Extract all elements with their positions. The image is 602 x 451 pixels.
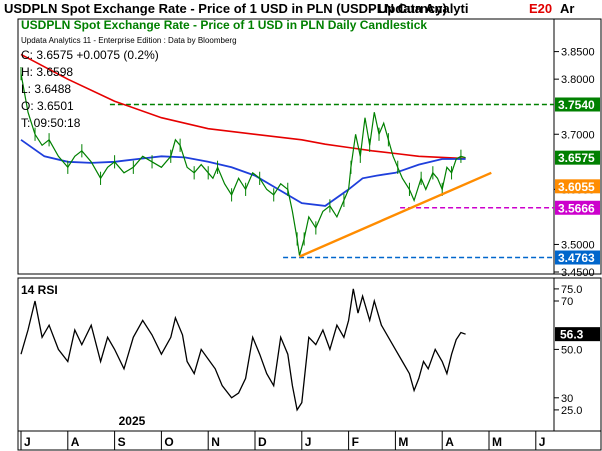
chart-subtitle: Updata Analytics 11 - Enterprise Edition… [21, 36, 237, 45]
rsi-tick-label: 30 [561, 393, 573, 405]
title-red-fragment: E20 [529, 1, 553, 16]
rsi-current-label: 56.3 [560, 328, 584, 342]
month-label: M [492, 435, 502, 449]
axes: 3.85003.80003.70003.60003.50003.45003.75… [20, 47, 600, 450]
level-label: 3.6575 [558, 151, 595, 165]
level-label-box [555, 179, 600, 194]
level-label: 3.7540 [558, 98, 595, 112]
rsi-plot [20, 288, 466, 412]
year-label: 2025 [119, 414, 146, 428]
title-right-fragment: Ar [560, 1, 575, 16]
month-label: M [398, 435, 408, 449]
price-tick-label: 3.5000 [561, 239, 595, 251]
month-label: J [539, 435, 546, 449]
title-bar: USDPLN Spot Exchange Rate - Price of 1 U… [0, 0, 602, 19]
month-label: A [445, 435, 454, 449]
price-tick-label: 3.8500 [561, 47, 595, 59]
level-label: 3.5666 [558, 201, 595, 215]
support-trendline [299, 171, 492, 258]
level-label-box [555, 150, 600, 165]
ohlc-open: O: 3.6501 [21, 99, 74, 113]
ma-50-line [20, 139, 466, 207]
month-label: O [164, 435, 173, 449]
price-line [20, 73, 466, 256]
price-plot [20, 53, 554, 259]
level-label: 3.4763 [558, 251, 595, 265]
ohlc-high: H: 3.6598 [21, 65, 74, 79]
month-label: A [71, 435, 80, 449]
chart-title: USDPLN Spot Exchange Rate - Price of 1 U… [21, 18, 428, 32]
level-label-box [555, 97, 600, 112]
price-tick-label: 3.4500 [561, 267, 595, 279]
rsi-current-box [555, 327, 600, 342]
ohlc-time: T: 09:50:18 [21, 116, 81, 130]
month-label: J [24, 435, 31, 449]
rsi-panel-frame [17, 277, 555, 432]
rsi-tick-label: 25.0 [561, 405, 582, 417]
month-label: J [305, 435, 312, 449]
price-axis-frame [553, 18, 602, 275]
rsi-title: 14 RSI [21, 283, 58, 297]
price-panel-frame [17, 18, 555, 275]
rsi-tick-label: 70 [561, 296, 573, 308]
rsi-tick-label: 75.0 [561, 284, 582, 296]
x-axis-frame [17, 430, 602, 451]
rsi-line [20, 288, 466, 412]
month-label: F [352, 435, 359, 449]
price-tick-label: 3.8000 [561, 74, 595, 86]
month-label: S [118, 435, 126, 449]
level-label-box [555, 200, 600, 215]
ohlc-low: L: 3.6488 [21, 82, 72, 96]
window-title-suffix: - Updata Analyti [370, 1, 469, 16]
level-label-box [555, 250, 600, 265]
window-title: USDPLN Spot Exchange Rate - Price of 1 U… [4, 1, 447, 16]
ohlc-close-change: C: 3.6575 +0.0075 (0.2%) [21, 48, 159, 62]
rsi-tick-label: 50.0 [561, 344, 582, 356]
ma-200-line [20, 53, 466, 160]
month-label: N [211, 435, 220, 449]
price-tick-label: 3.7000 [561, 129, 595, 141]
rsi-axis-frame [553, 277, 602, 432]
level-label: 3.6055 [558, 180, 595, 194]
month-label: D [258, 435, 267, 449]
